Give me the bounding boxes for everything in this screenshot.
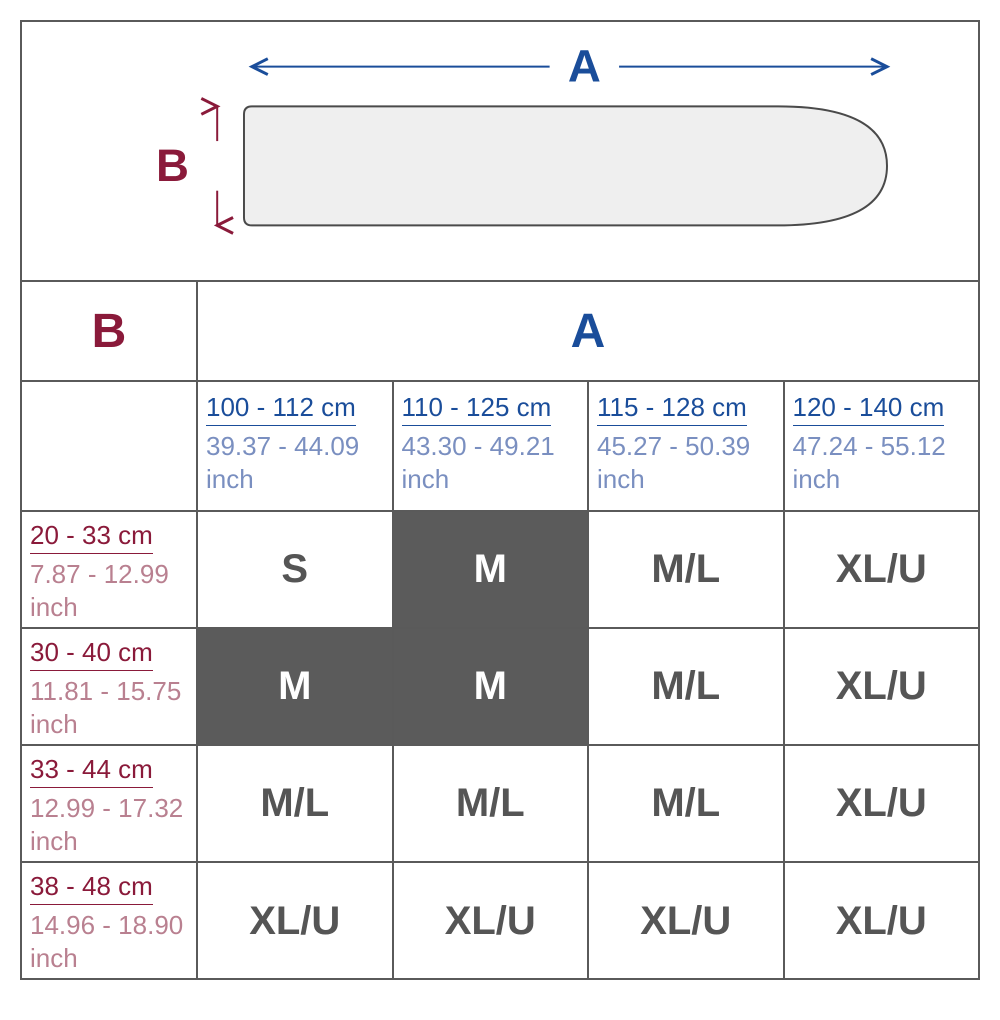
data-rows: 20 - 33 cm7.87 - 12.99 inchSMM/LXL/U30 -… — [22, 512, 978, 980]
size-cell: M/L — [589, 512, 785, 627]
diagram-b-label: B — [156, 140, 189, 191]
size-cell: M — [394, 512, 590, 627]
col-cm: 100 - 112 cm — [206, 392, 356, 426]
table-row: 38 - 48 cm14.96 - 18.90 inchXL/UXL/UXL/U… — [22, 863, 978, 980]
axis-b-header: B — [22, 282, 198, 380]
col-cm: 115 - 128 cm — [597, 392, 747, 426]
col-header-1: 110 - 125 cm 43.30 - 49.21 inch — [394, 382, 590, 510]
size-cell: M/L — [198, 746, 394, 861]
col-header-2: 115 - 128 cm 45.27 - 50.39 inch — [589, 382, 785, 510]
axis-header-row: B A — [22, 282, 978, 382]
axis-a-header: A — [198, 282, 978, 380]
row-cm: 20 - 33 cm — [30, 520, 153, 554]
row-header: 20 - 33 cm 7.87 - 12.99 inch — [22, 512, 198, 627]
row-cm: 33 - 44 cm — [30, 754, 153, 788]
row-cm: 38 - 48 cm — [30, 871, 153, 905]
column-headers: 100 - 112 cm 39.37 - 44.09 inch 110 - 12… — [22, 382, 978, 512]
size-cell: XL/U — [589, 863, 785, 980]
col-inch: 47.24 - 55.12 inch — [793, 430, 971, 495]
diagram-panel: A B — [22, 22, 978, 282]
table-row: 20 - 33 cm 7.87 - 12.99 inchSMM/LXL/U — [22, 512, 978, 629]
table-row: 33 - 44 cm12.99 - 17.32 inchM/LM/LM/LXL/… — [22, 746, 978, 863]
size-cell: M/L — [589, 746, 785, 861]
size-cell: XL/U — [394, 863, 590, 980]
size-cell: M/L — [589, 629, 785, 744]
size-cell: M/L — [394, 746, 590, 861]
size-chart: A B B A 100 - 112 cm 39.37 - 44.09 inch … — [20, 20, 980, 980]
size-cell: S — [198, 512, 394, 627]
row-inch: 7.87 - 12.99 inch — [30, 558, 188, 623]
row-header: 30 - 40 cm 11.81 - 15.75 inch — [22, 629, 198, 744]
row-header: 33 - 44 cm 12.99 - 17.32 inch — [22, 746, 198, 861]
row-inch: 12.99 - 17.32 inch — [30, 792, 188, 857]
col-cm: 110 - 125 cm — [402, 392, 552, 426]
row-cm: 30 - 40 cm — [30, 637, 153, 671]
col-cm: 120 - 140 cm — [793, 392, 945, 426]
size-cell: M — [198, 629, 394, 744]
size-cell: XL/U — [198, 863, 394, 980]
table-row: 30 - 40 cm11.81 - 15.75 inchMMM/LXL/U — [22, 629, 978, 746]
size-cell: XL/U — [785, 863, 979, 980]
col-header-0: 100 - 112 cm 39.37 - 44.09 inch — [198, 382, 394, 510]
col-inch: 45.27 - 50.39 inch — [597, 430, 775, 495]
col-header-empty — [22, 382, 198, 510]
col-inch: 43.30 - 49.21 inch — [402, 430, 580, 495]
board-shape — [244, 106, 887, 225]
col-inch: 39.37 - 44.09 inch — [206, 430, 384, 495]
col-header-3: 120 - 140 cm 47.24 - 55.12 inch — [785, 382, 979, 510]
size-cell: M — [394, 629, 590, 744]
row-inch: 11.81 - 15.75 inch — [30, 675, 188, 740]
size-cell: XL/U — [785, 746, 979, 861]
row-header: 38 - 48 cm 14.96 - 18.90 inch — [22, 863, 198, 980]
diagram-a-label: A — [568, 41, 601, 92]
size-cell: XL/U — [785, 512, 979, 627]
ironing-board-diagram: A B — [22, 22, 978, 280]
size-cell: XL/U — [785, 629, 979, 744]
row-inch: 14.96 - 18.90 inch — [30, 909, 188, 974]
